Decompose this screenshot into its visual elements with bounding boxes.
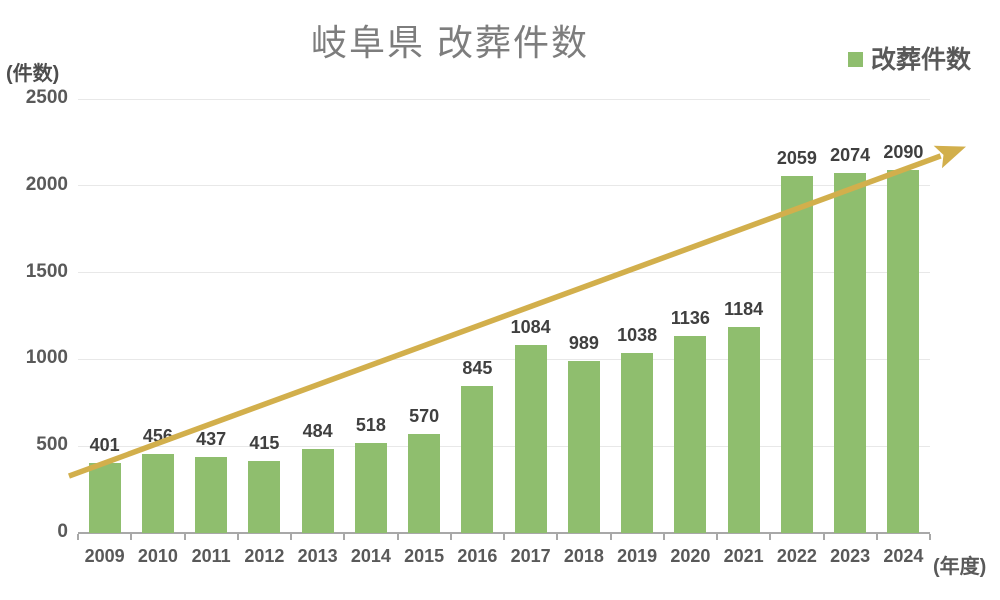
- x-axis-tick: [396, 534, 399, 540]
- bar-value-label-2016: 845: [462, 358, 493, 379]
- bar-2022: [780, 175, 813, 533]
- x-tick-label-2010: 2010: [137, 546, 178, 566]
- x-axis-tick: [183, 534, 186, 540]
- y-tick-label-1000: 1000: [25, 347, 68, 369]
- bar-value-label-2024: 2090: [883, 142, 924, 163]
- y-tick-label-2000: 2000: [25, 173, 68, 195]
- x-axis-tick: [822, 534, 825, 540]
- gridline-2500: [78, 98, 930, 100]
- bar-2014: [354, 443, 387, 533]
- bar-2019: [621, 352, 654, 533]
- x-axis-tick: [875, 534, 878, 540]
- chart-title: 岐阜県 改葬件数: [310, 22, 589, 63]
- bar-2017: [514, 344, 547, 533]
- bar-2024: [887, 170, 920, 533]
- bar-2013: [301, 448, 334, 533]
- x-axis-tick: [556, 534, 559, 540]
- x-tick-label-2017: 2017: [510, 546, 551, 566]
- legend-label: 改葬件数: [871, 46, 972, 74]
- x-tick-label-2011: 2011: [191, 546, 231, 566]
- x-axis-tick: [236, 534, 239, 540]
- x-tick-label-2016: 2016: [457, 546, 498, 566]
- x-axis-tick: [769, 534, 772, 540]
- x-axis-unit-label: (年度): [933, 556, 987, 578]
- x-axis-tick: [77, 534, 79, 540]
- legend: 改葬件数: [848, 40, 971, 76]
- x-axis-tick: [716, 534, 718, 540]
- x-tick-label-2020: 2020: [670, 546, 711, 566]
- x-tick-label-2018: 2018: [563, 546, 604, 566]
- x-axis-tick: [449, 534, 452, 540]
- x-axis-line: [78, 532, 930, 534]
- bar-2023: [834, 172, 867, 533]
- x-tick-label-2012: 2012: [244, 546, 285, 566]
- x-tick-label-2009: 2009: [84, 546, 125, 566]
- x-axis-tick: [929, 534, 931, 540]
- x-axis-tick: [662, 534, 665, 540]
- bar-2016: [461, 386, 494, 533]
- y-axis-unit-label: (件数): [6, 63, 60, 85]
- y-tick-label-500: 500: [36, 434, 68, 456]
- x-tick-label-2024: 2024: [883, 546, 924, 566]
- x-axis-tick: [503, 534, 505, 540]
- x-axis-tick: [343, 534, 346, 540]
- x-tick-label-2021: 2021: [723, 546, 764, 566]
- legend-swatch: [848, 52, 863, 67]
- x-tick-label-2015: 2015: [404, 546, 445, 566]
- bar-value-label-2015: 570: [409, 406, 440, 427]
- y-tick-label-2500: 2500: [25, 87, 68, 108]
- x-tick-label-2019: 2019: [617, 546, 658, 566]
- bar-2015: [408, 434, 441, 533]
- bar-2009: [88, 463, 121, 533]
- x-tick-label-2022: 2022: [776, 546, 817, 566]
- x-axis-tick: [609, 534, 612, 540]
- bar-2021: [727, 327, 760, 533]
- y-tick-label-1500: 1500: [25, 260, 68, 282]
- bar-2010: [141, 453, 174, 533]
- x-axis-tick: [130, 534, 133, 540]
- x-tick-label-2013: 2013: [297, 546, 338, 566]
- y-tick-label-0: 0: [57, 521, 68, 542]
- bar-2011: [195, 457, 228, 533]
- bar-2020: [674, 335, 707, 533]
- x-axis-tick: [290, 534, 292, 540]
- bar-2012: [248, 460, 281, 533]
- bar-value-label-2021: 1184: [724, 299, 764, 320]
- x-tick-label-2014: 2014: [350, 546, 391, 566]
- x-tick-label-2023: 2023: [830, 546, 871, 566]
- bar-2018: [567, 361, 600, 533]
